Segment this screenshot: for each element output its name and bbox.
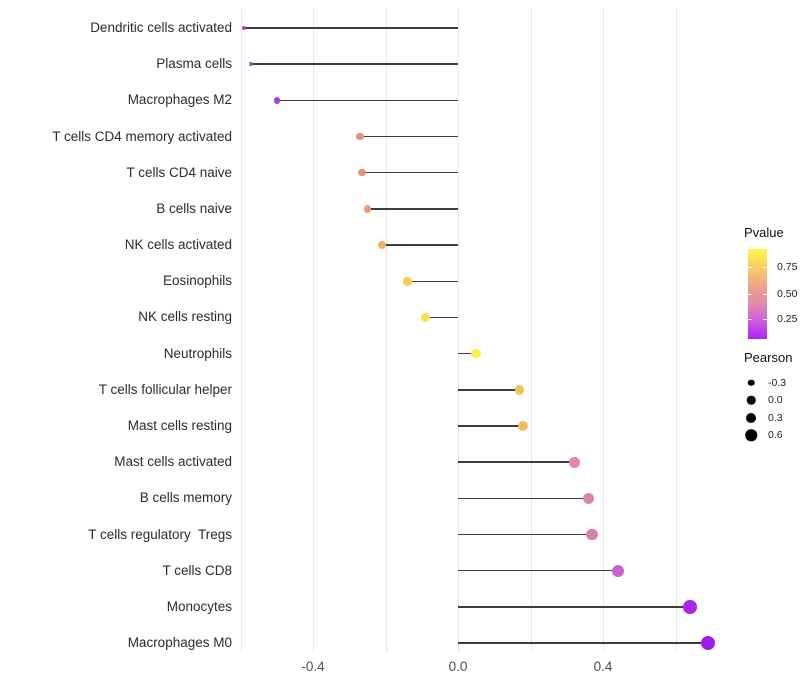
gridline: [675, 8, 677, 652]
gridline: [458, 8, 459, 652]
pvalue-colorbar-wrap: 0.75 0.50 0.25: [748, 249, 797, 339]
lollipop-dot: [249, 62, 254, 67]
lollipop-stem: [458, 569, 618, 572]
category-label: T cells follicular helper: [98, 381, 232, 397]
category-label: T cells regulatory Tregs: [88, 526, 232, 542]
category-label: Plasma cells: [156, 56, 232, 72]
category-label: NK cells activated: [124, 237, 232, 253]
gridline: [240, 8, 242, 652]
category-label: Neutrophils: [163, 345, 232, 361]
pearson-legend-dot: [746, 412, 756, 423]
lollipop-dot: [471, 348, 481, 359]
lollipop-dot: [421, 313, 430, 322]
category-label: B cells memory: [139, 490, 232, 506]
lollipop-stem: [458, 533, 593, 536]
pearson-legend-label: -0.3: [768, 376, 787, 389]
lollipop-stem: [458, 425, 524, 427]
lollipop-stem: [360, 135, 458, 138]
category-label: T cells CD8: [162, 562, 232, 578]
pearson-legend-entry: -0.3: [742, 374, 792, 392]
pearson-legend-label: 0.6: [768, 429, 783, 442]
lollipop-dot: [356, 132, 364, 141]
colorbar-tick-label: 0.75: [777, 261, 798, 273]
gridline: [603, 8, 604, 652]
pearson-legend: Pearson -0.3 0.0 0.3 0.6: [742, 350, 792, 444]
lollipop-stem: [276, 99, 458, 102]
category-label: B cells naive: [156, 200, 232, 216]
category-label: Mast cells activated: [114, 454, 232, 470]
pearson-legend-dot: [746, 396, 756, 405]
lollipop-dot: [518, 420, 529, 431]
colorbar-tick-mark: [763, 294, 767, 295]
gridline: [530, 8, 532, 652]
lollipop-stem: [381, 244, 458, 246]
category-label: Eosinophils: [162, 273, 232, 289]
pvalue-legend: Pvalue 0.75 0.50 0.25: [742, 225, 797, 339]
colorbar-tick-mark: [763, 319, 767, 321]
lollipop-dot: [358, 168, 366, 177]
lollipop-stem: [425, 316, 458, 319]
lollipop-stem: [458, 497, 589, 500]
lollipop-stem: [458, 389, 520, 391]
pearson-legend-entries: -0.3 0.0 0.3 0.6: [742, 374, 792, 444]
pvalue-colorbar-gradient: [748, 249, 767, 339]
pearson-legend-dot: [747, 379, 755, 386]
lollipop-dot: [568, 456, 580, 468]
pearson-legend-dot: [745, 429, 757, 441]
gridline: [313, 8, 314, 652]
lollipop-stem: [458, 606, 690, 608]
lollipop-dot: [403, 277, 412, 286]
colorbar-tick-mark: [748, 267, 752, 268]
lollipop-stem: [458, 352, 477, 355]
lollipop-dot: [242, 26, 246, 30]
colorbar-tick-mark: [763, 267, 767, 268]
lollipop-stem: [407, 280, 458, 282]
category-label: Macrophages M0: [127, 635, 232, 651]
colorbar-tick-label: 0.50: [777, 288, 798, 300]
x-axis-tick-label: -0.4: [301, 659, 325, 674]
pearson-legend-title: Pearson: [744, 350, 793, 365]
lollipop-dot: [514, 385, 525, 395]
lollipop-stem: [458, 642, 709, 644]
plot-panel: [238, 8, 734, 652]
lollipop-dot: [683, 600, 697, 614]
category-label: Mast cells resting: [127, 417, 232, 433]
lollipop-dot: [273, 97, 280, 104]
category-label: Macrophages M2: [127, 92, 232, 108]
pvalue-legend-title: Pvalue: [744, 225, 784, 240]
category-label: Monocytes: [166, 598, 232, 614]
lollipop-stem: [251, 63, 458, 65]
colorbar-tick-label: 0.25: [777, 313, 798, 326]
lollipop-dot: [582, 492, 595, 505]
pearson-legend-label: 0.3: [768, 411, 783, 424]
category-label: T cells CD4 naive: [126, 164, 232, 180]
pearson-legend-label: 0.0: [768, 394, 783, 407]
lollipop-stem: [244, 27, 458, 29]
category-label: NK cells resting: [138, 309, 232, 325]
pearson-legend-entry: 0.3: [742, 409, 792, 427]
lollipop-dot: [586, 528, 598, 541]
x-axis-tick-label: 0.0: [448, 659, 468, 674]
category-label: Dendritic cells activated: [90, 20, 232, 35]
colorbar-tick-mark: [748, 294, 752, 295]
lollipop-stem: [458, 461, 574, 463]
gridline: [385, 8, 387, 652]
category-label: T cells CD4 memory activated: [52, 128, 232, 144]
lollipop-dot: [377, 241, 386, 250]
lollipop-stem: [361, 171, 458, 174]
lollipop-dot: [363, 205, 372, 213]
pearson-legend-entry: 0.0: [742, 392, 792, 410]
pearson-legend-entry: 0.6: [742, 427, 792, 445]
x-axis-tick-label: 0.4: [593, 659, 613, 674]
lollipop-dot: [611, 564, 624, 577]
colorbar-tick-mark: [748, 319, 752, 321]
lollipop-dot: [701, 636, 716, 651]
lollipop-stem: [367, 208, 458, 210]
